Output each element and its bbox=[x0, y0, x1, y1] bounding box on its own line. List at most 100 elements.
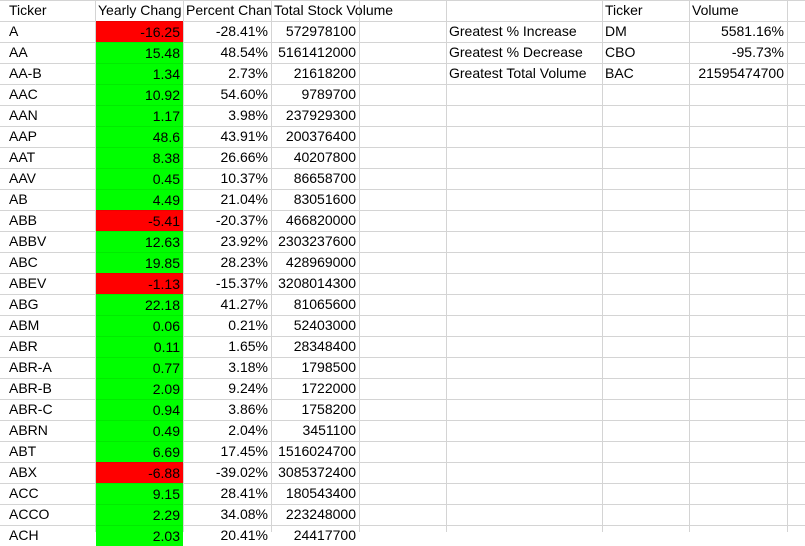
yearly-change-cell[interactable]: -1.13 bbox=[96, 273, 183, 294]
total-volume-cell[interactable]: 466820000 bbox=[285, 212, 356, 228]
percent-change-cell[interactable]: 1.65% bbox=[228, 338, 268, 354]
header-yearly-change[interactable]: Yearly Chang bbox=[98, 2, 182, 18]
percent-change-cell[interactable]: 21.04% bbox=[220, 191, 268, 207]
yearly-change-cell[interactable]: 0.77 bbox=[96, 357, 183, 378]
total-volume-cell[interactable]: 1758200 bbox=[301, 401, 356, 417]
total-volume-cell[interactable]: 21618200 bbox=[293, 65, 356, 81]
total-volume-cell[interactable]: 5161412000 bbox=[278, 44, 356, 60]
ticker-cell[interactable]: AA-B bbox=[9, 65, 42, 81]
yearly-change-cell[interactable]: 2.29 bbox=[96, 504, 183, 525]
percent-change-cell[interactable]: 2.04% bbox=[228, 422, 268, 438]
ticker-cell[interactable]: ABB bbox=[9, 212, 38, 228]
header-summary-ticker[interactable]: Ticker bbox=[605, 2, 643, 18]
ticker-cell[interactable]: ABR-B bbox=[9, 380, 52, 396]
yearly-change-cell[interactable]: 0.94 bbox=[96, 399, 183, 420]
percent-change-cell[interactable]: 23.92% bbox=[220, 233, 268, 249]
yearly-change-cell[interactable]: 10.92 bbox=[96, 84, 183, 105]
ticker-cell[interactable]: ABRN bbox=[9, 422, 48, 438]
yearly-change-cell[interactable]: 48.6 bbox=[96, 126, 183, 147]
percent-change-cell[interactable]: 2.73% bbox=[228, 65, 268, 81]
ticker-cell[interactable]: AAT bbox=[9, 149, 36, 165]
yearly-change-cell[interactable]: 2.03 bbox=[96, 525, 183, 546]
yearly-change-cell[interactable]: 0.45 bbox=[96, 168, 183, 189]
total-volume-cell[interactable]: 1798500 bbox=[301, 359, 356, 375]
yearly-change-cell[interactable]: 0.06 bbox=[96, 315, 183, 336]
summary-value-cell[interactable]: 5581.16% bbox=[720, 23, 784, 39]
ticker-cell[interactable]: AAC bbox=[9, 86, 38, 102]
yearly-change-cell[interactable]: -5.41 bbox=[96, 210, 183, 231]
ticker-cell[interactable]: ABM bbox=[9, 317, 40, 333]
yearly-change-cell[interactable]: -6.88 bbox=[96, 462, 183, 483]
ticker-cell[interactable]: ABC bbox=[9, 254, 38, 270]
header-total-stock-volume[interactable]: Total Stock Volume bbox=[274, 2, 394, 18]
summary-ticker-cell[interactable]: DM bbox=[605, 23, 627, 39]
percent-change-cell[interactable]: 3.98% bbox=[228, 107, 268, 123]
yearly-change-cell[interactable]: 1.17 bbox=[96, 105, 183, 126]
total-volume-cell[interactable]: 428969000 bbox=[285, 254, 356, 270]
ticker-cell[interactable]: ABR-A bbox=[9, 359, 52, 375]
ticker-cell[interactable]: AA bbox=[9, 44, 28, 60]
summary-value-cell[interactable]: 21595474700 bbox=[698, 65, 784, 81]
total-volume-cell[interactable]: 3085372400 bbox=[278, 464, 356, 480]
total-volume-cell[interactable]: 24417700 bbox=[293, 527, 356, 543]
summary-label-cell[interactable]: Greatest Total Volume bbox=[449, 65, 587, 81]
ticker-cell[interactable]: ABR bbox=[9, 338, 38, 354]
ticker-cell[interactable]: ABEV bbox=[9, 275, 47, 291]
ticker-cell[interactable]: ACH bbox=[9, 527, 39, 543]
total-volume-cell[interactable]: 200376400 bbox=[285, 128, 356, 144]
header-summary-volume[interactable]: Volume bbox=[692, 2, 739, 18]
percent-change-cell[interactable]: 20.41% bbox=[220, 527, 268, 543]
total-volume-cell[interactable]: 1722000 bbox=[301, 380, 356, 396]
yearly-change-cell[interactable]: 9.15 bbox=[96, 483, 183, 504]
total-volume-cell[interactable]: 9789700 bbox=[301, 86, 356, 102]
total-volume-cell[interactable]: 223248000 bbox=[285, 506, 356, 522]
yearly-change-cell[interactable]: 4.49 bbox=[96, 189, 183, 210]
yearly-change-cell[interactable]: 0.49 bbox=[96, 420, 183, 441]
total-volume-cell[interactable]: 572978100 bbox=[285, 23, 356, 39]
percent-change-cell[interactable]: 28.41% bbox=[220, 485, 268, 501]
percent-change-cell[interactable]: 54.60% bbox=[220, 86, 268, 102]
percent-change-cell[interactable]: 17.45% bbox=[220, 443, 268, 459]
yearly-change-cell[interactable]: -16.25 bbox=[96, 21, 183, 42]
percent-change-cell[interactable]: 48.54% bbox=[220, 44, 268, 60]
ticker-cell[interactable]: ABBV bbox=[9, 233, 47, 249]
ticker-cell[interactable]: ABT bbox=[9, 443, 37, 459]
yearly-change-cell[interactable]: 8.38 bbox=[96, 147, 183, 168]
percent-change-cell[interactable]: 26.66% bbox=[220, 149, 268, 165]
yearly-change-cell[interactable]: 6.69 bbox=[96, 441, 183, 462]
summary-label-cell[interactable]: Greatest % Decrease bbox=[449, 44, 583, 60]
total-volume-cell[interactable]: 81065600 bbox=[293, 296, 356, 312]
total-volume-cell[interactable]: 2303237600 bbox=[278, 233, 356, 249]
ticker-cell[interactable]: AAP bbox=[9, 128, 38, 144]
yearly-change-cell[interactable]: 22.18 bbox=[96, 294, 183, 315]
percent-change-cell[interactable]: -28.41% bbox=[215, 23, 268, 39]
total-volume-cell[interactable]: 3208014300 bbox=[278, 275, 356, 291]
total-volume-cell[interactable]: 1516024700 bbox=[278, 443, 356, 459]
percent-change-cell[interactable]: -39.02% bbox=[215, 464, 268, 480]
ticker-cell[interactable]: AAV bbox=[9, 170, 36, 186]
percent-change-cell[interactable]: -15.37% bbox=[215, 275, 268, 291]
percent-change-cell[interactable]: 10.37% bbox=[220, 170, 268, 186]
yearly-change-cell[interactable]: 0.11 bbox=[96, 336, 183, 357]
total-volume-cell[interactable]: 40207800 bbox=[293, 149, 356, 165]
total-volume-cell[interactable]: 237929300 bbox=[285, 107, 356, 123]
percent-change-cell[interactable]: 0.21% bbox=[228, 317, 268, 333]
ticker-cell[interactable]: ABG bbox=[9, 296, 39, 312]
ticker-cell[interactable]: ACC bbox=[9, 485, 39, 501]
total-volume-cell[interactable]: 3451100 bbox=[302, 422, 356, 438]
ticker-cell[interactable]: ABX bbox=[9, 464, 38, 480]
yearly-change-cell[interactable]: 2.09 bbox=[96, 378, 183, 399]
ticker-cell[interactable]: AAN bbox=[9, 107, 38, 123]
total-volume-cell[interactable]: 52403000 bbox=[293, 317, 356, 333]
summary-label-cell[interactable]: Greatest % Increase bbox=[449, 23, 577, 39]
total-volume-cell[interactable]: 180543400 bbox=[285, 485, 356, 501]
percent-change-cell[interactable]: 28.23% bbox=[220, 254, 268, 270]
total-volume-cell[interactable]: 83051600 bbox=[293, 191, 356, 207]
total-volume-cell[interactable]: 28348400 bbox=[293, 338, 356, 354]
percent-change-cell[interactable]: 41.27% bbox=[220, 296, 268, 312]
yearly-change-cell[interactable]: 1.34 bbox=[96, 63, 183, 84]
ticker-cell[interactable]: ACCO bbox=[9, 506, 50, 522]
percent-change-cell[interactable]: -20.37% bbox=[215, 212, 268, 228]
yearly-change-cell[interactable]: 19.85 bbox=[96, 252, 183, 273]
